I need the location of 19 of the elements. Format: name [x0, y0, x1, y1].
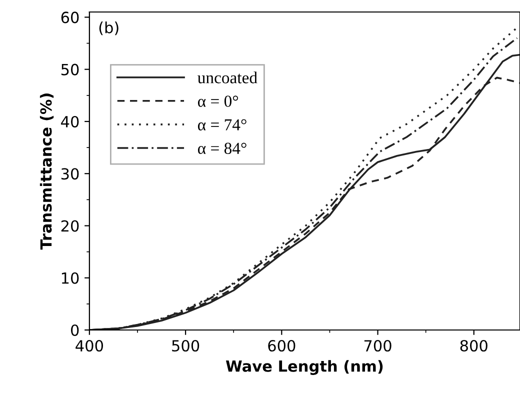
y-tick-label: 0 [71, 324, 79, 336]
y-tick-label: 50 [61, 64, 79, 76]
y-tick-label: 10 [62, 272, 79, 284]
y-axis-title: Transmittance (%) [40, 94, 54, 250]
x-tick-label: 600 [268, 340, 296, 352]
x-tick-label: 700 [364, 340, 392, 352]
y-tick-label: 20 [61, 220, 79, 232]
x-axis-title: Wave Length (nm) [226, 360, 383, 375]
x-tick-label: 800 [460, 340, 488, 352]
legend-label: α = 0° [198, 96, 238, 107]
x-tick-label: 500 [172, 340, 200, 352]
legend-label: α = 84° [198, 142, 246, 154]
legend-label: uncoated [198, 72, 258, 84]
y-tick-label: 30 [61, 168, 79, 180]
y-tick-label: 60 [61, 12, 79, 24]
y-tick-label: 40 [61, 116, 79, 128]
annotation: (b) [99, 22, 118, 36]
x-tick-label: 400 [76, 340, 104, 352]
legend-label: α = 74° [198, 119, 246, 130]
